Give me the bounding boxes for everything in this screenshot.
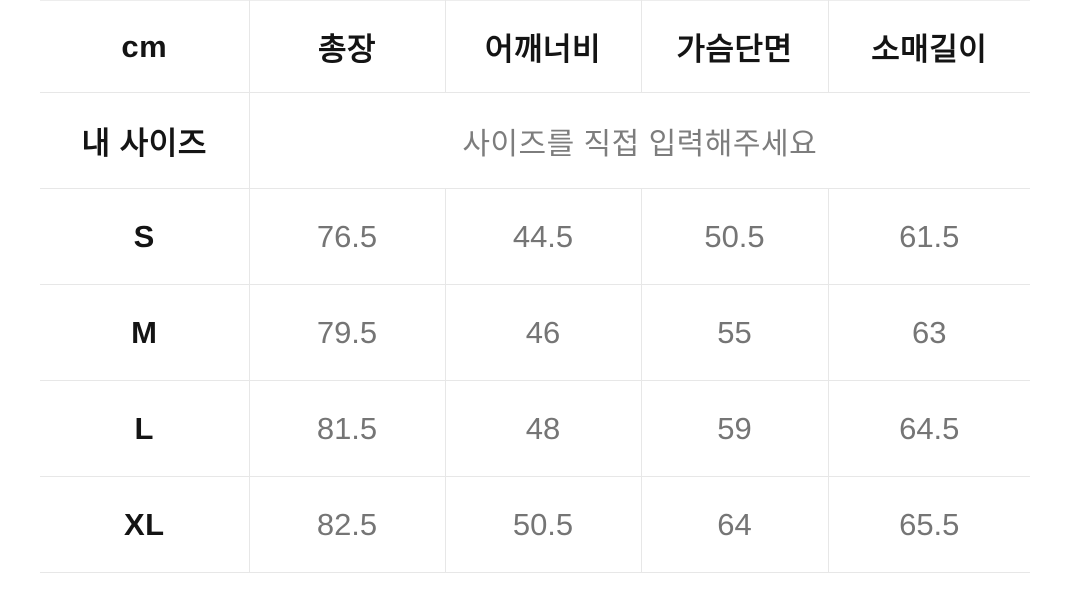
- measurement-chest-width: 55: [641, 284, 829, 381]
- col-header-total-length: 총장: [249, 0, 446, 93]
- size-label: M: [131, 314, 158, 350]
- size-label-cell: M: [40, 284, 250, 381]
- size-label: L: [134, 410, 154, 446]
- measurement-shoulder-width: 44.5: [445, 188, 642, 285]
- my-size-label-cell: 내 사이즈: [40, 92, 250, 189]
- size-row-xl: XL 82.5 50.5 64 65.5: [40, 476, 1030, 573]
- col-header-sleeve-length-label: 소매길이: [871, 32, 988, 67]
- measurement-sleeve-length: 63: [828, 284, 1030, 381]
- measurement-sleeve-length: 61.5: [828, 188, 1030, 285]
- size-row-l: L 81.5 48 59 64.5: [40, 380, 1030, 477]
- col-header-chest-width: 가슴단면: [641, 0, 829, 93]
- col-header-total-length-label: 총장: [317, 32, 377, 67]
- measurement-chest-width: 59: [641, 380, 829, 477]
- col-header-shoulder-width-label: 어깨너비: [484, 32, 602, 67]
- measurement-chest-width: 50.5: [641, 188, 829, 285]
- size-table: cm 총장 어깨너비 가슴단면 소매길이 내 사이즈 사이즈를 직접 입력해주세…: [40, 0, 1030, 573]
- measurement-sleeve-length: 64.5: [828, 380, 1030, 477]
- col-header-sleeve-length: 소매길이: [828, 0, 1030, 93]
- size-row-m: M 79.5 46 55 63: [40, 284, 1030, 381]
- size-table-header-row: cm 총장 어깨너비 가슴단면 소매길이: [40, 0, 1030, 93]
- col-header-chest-width-label: 가슴단면: [676, 32, 793, 67]
- measurement-total-length: 79.5: [249, 284, 446, 381]
- measurement-shoulder-width: 48: [445, 380, 642, 477]
- measurement-shoulder-width: 46: [445, 284, 642, 381]
- size-row-s: S 76.5 44.5 50.5 61.5: [40, 188, 1030, 285]
- my-size-label: 내 사이즈: [81, 126, 207, 161]
- size-label: S: [133, 218, 155, 254]
- col-header-shoulder-width: 어깨너비: [445, 0, 642, 93]
- my-size-row: 내 사이즈 사이즈를 직접 입력해주세요: [40, 92, 1030, 189]
- measurement-shoulder-width: 50.5: [445, 476, 642, 573]
- measurement-chest-width: 64: [641, 476, 829, 573]
- measurement-total-length: 76.5: [249, 188, 446, 285]
- measurement-total-length: 81.5: [249, 380, 446, 477]
- measurement-sleeve-length: 65.5: [828, 476, 1030, 573]
- measurement-total-length: 82.5: [249, 476, 446, 573]
- size-label-cell: L: [40, 380, 250, 477]
- unit-header-cell: cm: [40, 0, 250, 93]
- unit-label: cm: [121, 28, 168, 64]
- size-label-cell: XL: [40, 476, 250, 573]
- size-label-cell: S: [40, 188, 250, 285]
- size-label: XL: [123, 506, 165, 542]
- my-size-input[interactable]: 사이즈를 직접 입력해주세요: [249, 92, 1030, 189]
